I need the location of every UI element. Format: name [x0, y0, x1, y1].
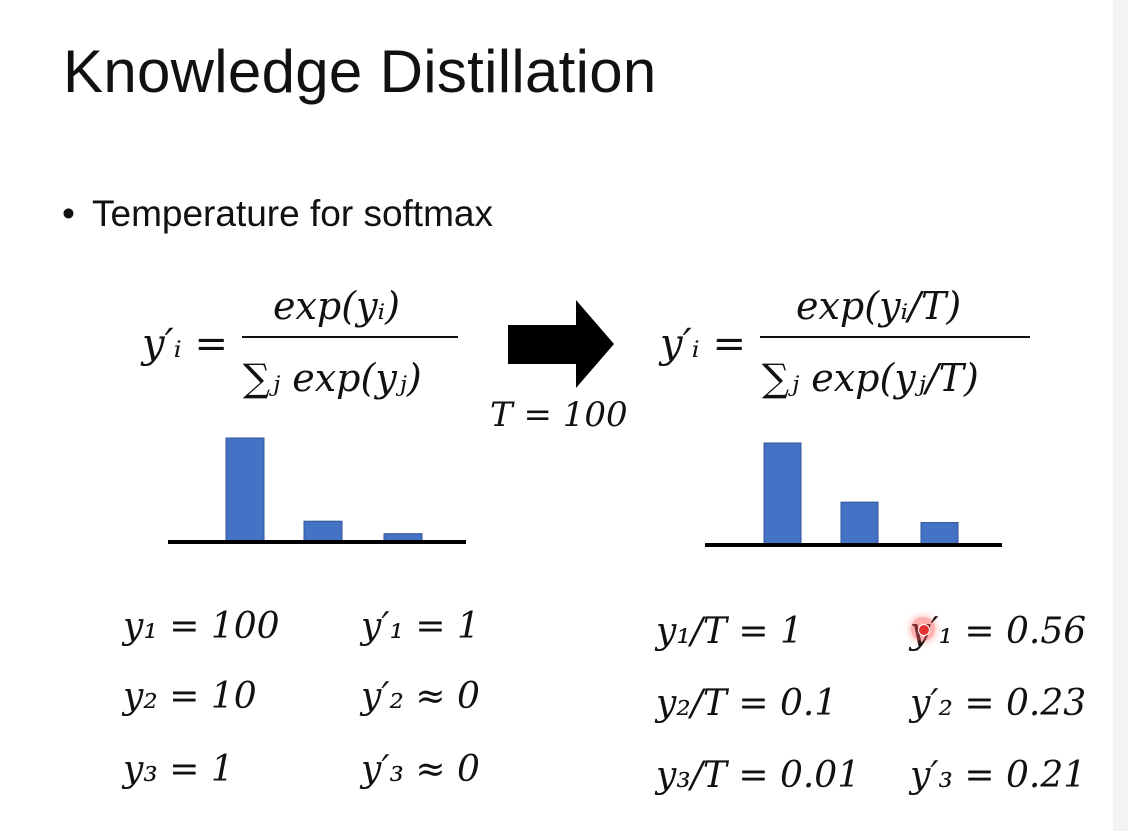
formula-left: y′ᵢ = exp(yᵢ) ∑ⱼ exp(yⱼ)	[140, 284, 458, 400]
formula-right: y′ᵢ = exp(yᵢ/T) ∑ⱼ exp(yⱼ/T)	[658, 284, 1030, 400]
chart-right-bar-2	[840, 501, 879, 546]
chart-left-bar-1	[225, 437, 265, 543]
formula-left-denominator: ∑ⱼ exp(yⱼ)	[243, 356, 422, 400]
chart-right-bar-3	[920, 522, 959, 546]
formula-right-numerator: exp(yᵢ/T)	[796, 284, 961, 328]
slide-title: Knowledge Distillation	[63, 38, 657, 105]
left-value-y1: y₁ = 100	[121, 606, 280, 647]
chart-left-bar-2	[303, 520, 343, 543]
right-value-y1: y₁/T = 1	[654, 611, 803, 652]
left-value-y1-prime: y′₁ = 1	[359, 606, 480, 647]
formula-left-numerator: exp(yᵢ)	[273, 284, 400, 328]
slide-right-strip	[1113, 0, 1128, 831]
right-value-y3: y₃/T = 0.01	[654, 755, 860, 796]
right-value-y2-prime: y′₂ = 0.23	[908, 683, 1086, 724]
formula-left-lhs: y′ᵢ =	[140, 321, 228, 367]
bullet-marker: •	[62, 193, 75, 234]
left-value-y3-prime: y′₃ ≈ 0	[359, 749, 480, 790]
softmax-chart-left	[168, 437, 466, 544]
formula-right-denominator: ∑ⱼ exp(yⱼ/T)	[762, 356, 979, 400]
left-value-y2: y₂ = 10	[121, 676, 257, 717]
right-values: y₁/T = 1 y′₁ = 0.56 y₂/T = 0.1 y′₂ = 0.2…	[654, 611, 1086, 796]
right-value-y2: y₂/T = 0.1	[654, 683, 837, 724]
softmax-chart-right	[705, 442, 1002, 547]
temperature-label: T = 100	[490, 395, 628, 435]
left-value-y2-prime: y′₂ ≈ 0	[359, 676, 480, 717]
bullet-text: Temperature for softmax	[92, 193, 493, 234]
left-values: y₁ = 100 y′₁ = 1 y₂ = 10 y′₂ ≈ 0 y₃ = 1 …	[121, 606, 480, 790]
chart-right-bar-1	[763, 442, 802, 546]
bullet-row: • Temperature for softmax	[62, 192, 493, 236]
left-value-y3: y₃ = 1	[121, 749, 234, 790]
laser-pointer-core	[918, 624, 930, 636]
laser-pointer-icon	[911, 617, 935, 641]
formula-right-lhs: y′ᵢ =	[658, 321, 746, 367]
right-value-y1-prime: y′₁ = 0.56	[908, 611, 1086, 652]
right-value-y3-prime: y′₃ = 0.21	[908, 755, 1086, 796]
arrow-right-icon	[508, 300, 614, 388]
